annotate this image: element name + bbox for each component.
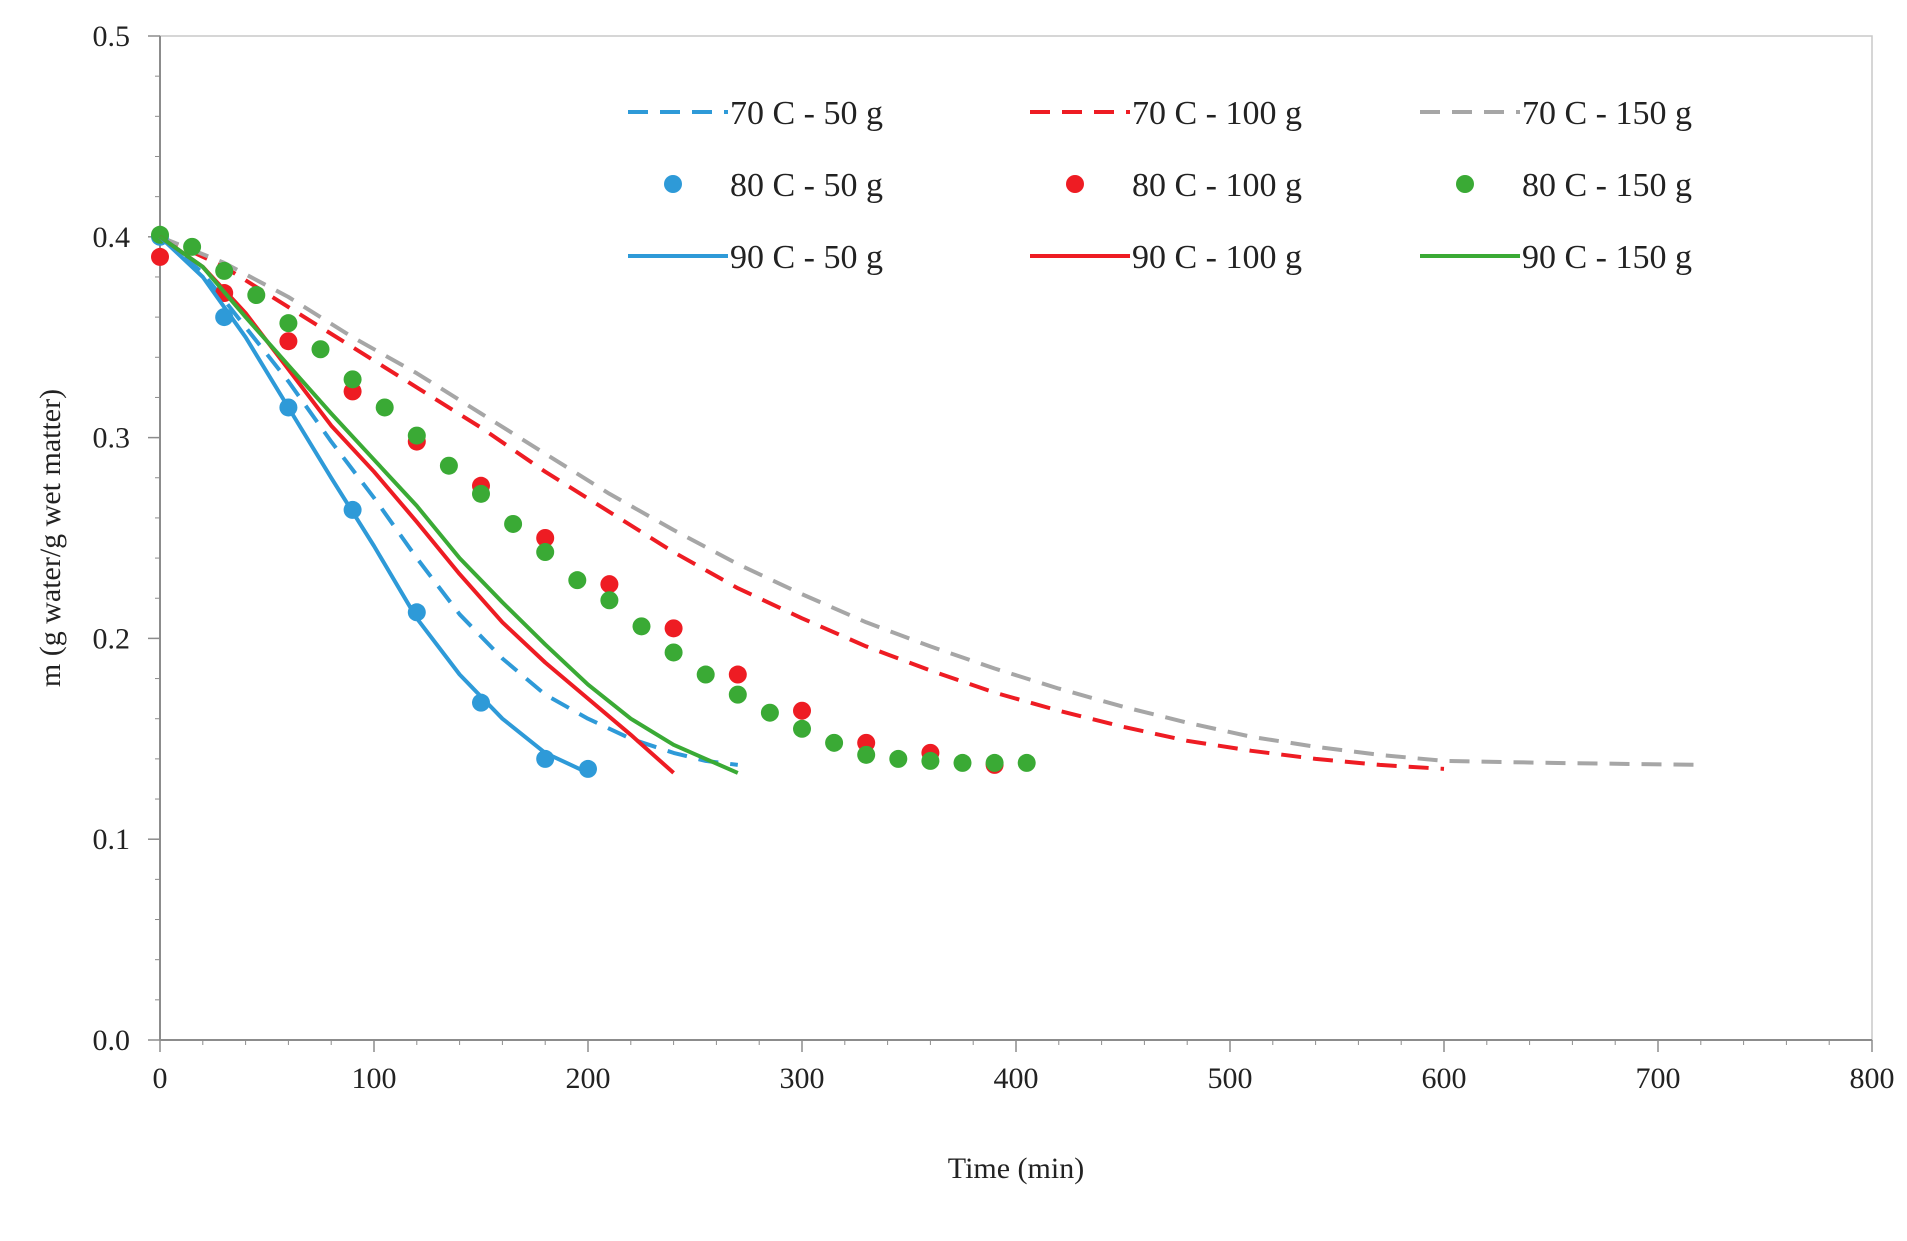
legend-label: 80 C - 100 g (1132, 167, 1302, 204)
data-point-s80-150 (311, 340, 330, 359)
legend-marker (664, 175, 682, 193)
series-s90-100 (158, 235, 675, 775)
data-point-s80-100 (728, 665, 747, 684)
data-point-s80-150 (760, 703, 779, 722)
series-s80-100 (151, 247, 1004, 774)
series-s80-50 (151, 227, 597, 778)
x-tick-label: 800 (1850, 1062, 1895, 1095)
x-tick-label: 300 (780, 1062, 825, 1095)
legend-item-s80-50: 80 C - 50 g (664, 167, 883, 204)
y-tick-label: 0.1 (93, 823, 131, 856)
series-s70-150 (159, 234, 1701, 767)
series-s90-50 (158, 235, 589, 775)
legend-label: 70 C - 100 g (1132, 95, 1302, 132)
legend-label: 80 C - 150 g (1522, 167, 1692, 204)
data-point-s80-150 (825, 733, 844, 752)
series-s70-100 (159, 234, 1445, 771)
data-point-s80-150 (343, 370, 362, 389)
data-point-s80-150 (375, 398, 394, 417)
legend-item-s90-150: 90 C - 150 g (1420, 239, 1692, 276)
x-axis-title: Time (min) (948, 1152, 1084, 1185)
data-point-s80-50 (579, 759, 597, 778)
data-point-s80-150 (247, 286, 266, 305)
legend-marker (1456, 175, 1474, 193)
y-tick-label: 0.0 (93, 1024, 131, 1057)
series-line-s90-50 (158, 235, 589, 775)
data-point-s80-150 (728, 685, 747, 704)
data-point-s80-150 (921, 751, 940, 770)
legend-item-s80-100: 80 C - 100 g (1066, 167, 1302, 204)
data-point-s80-100 (279, 332, 298, 351)
axes: 0.0 0.1 0.2 0.3 0.4 0.5 0 100 200 300 400 500 600 700… (34, 20, 1895, 1185)
data-point-s80-150 (407, 426, 426, 445)
data-point-s80-100 (600, 575, 619, 594)
series-s80-150 (151, 225, 1036, 772)
data-point-s80-150 (439, 456, 458, 475)
legend-item-s80-150: 80 C - 150 g (1456, 167, 1692, 204)
data-point-s80-150 (857, 745, 876, 764)
data-point-s80-150 (504, 514, 523, 533)
data-point-s80-150 (793, 719, 811, 738)
data-point-s80-100 (536, 529, 555, 547)
data-point-s80-150 (632, 617, 651, 636)
data-point-s80-150 (1017, 753, 1036, 772)
data-point-s80-100 (664, 619, 683, 638)
x-tick-label: 200 (566, 1062, 611, 1095)
legend-marker (1066, 175, 1084, 193)
legend-label: 90 C - 50 g (730, 239, 883, 276)
legend-label: 70 C - 50 g (730, 95, 883, 132)
series-s70-50 (158, 235, 739, 767)
data-point-s80-150 (600, 591, 619, 610)
x-tick-label: 0 (153, 1062, 168, 1095)
x-tick-label: 100 (352, 1062, 397, 1095)
series-s90-150 (158, 235, 739, 775)
data-point-s80-150 (985, 753, 1004, 772)
y-tick-label: 0.5 (93, 20, 131, 53)
y-tick-label: 0.2 (93, 622, 131, 655)
series-line-s90-100 (158, 235, 675, 775)
legend-item-s70-50: 70 C - 50 g (628, 95, 883, 132)
legend-item-s90-100: 90 C - 100 g (1030, 239, 1302, 276)
series-line-s70-100 (159, 234, 1445, 771)
data-point-s80-100 (793, 701, 811, 720)
legend-label: 90 C - 150 g (1522, 239, 1692, 276)
legend-item-s90-50: 90 C - 50 g (628, 239, 883, 276)
data-point-s80-150 (568, 571, 587, 590)
data-point-s80-150 (953, 753, 972, 772)
x-tick-label: 600 (1422, 1062, 1467, 1095)
legend-item-s70-150: 70 C - 150 g (1420, 95, 1692, 132)
y-tick-label: 0.3 (93, 422, 131, 455)
data-point-s80-150 (889, 749, 908, 768)
x-tick-label: 400 (994, 1062, 1039, 1095)
y-tick-label: 0.4 (93, 221, 131, 254)
data-point-s80-150 (215, 261, 234, 280)
data-point-s80-150 (536, 543, 555, 562)
data-point-s80-50 (472, 693, 490, 712)
data-point-s80-150 (183, 237, 202, 256)
x-tick-label: 500 (1208, 1062, 1253, 1095)
y-axis-title: m (g water/g wet matter) (34, 389, 67, 687)
series-line-s70-150 (159, 234, 1701, 767)
legend-label: 70 C - 150 g (1522, 95, 1692, 132)
legend-label: 80 C - 50 g (730, 167, 883, 204)
series-group (151, 225, 1701, 778)
data-point-s80-150 (696, 665, 715, 684)
legend: 70 C - 50 g 70 C - 100 g 70 C - 150 g 80 C … (628, 95, 1692, 276)
data-point-s80-150 (664, 643, 683, 662)
series-line-s90-150 (158, 235, 739, 775)
legend-item-s70-100: 70 C - 100 g (1030, 95, 1302, 132)
data-point-s80-100 (151, 247, 169, 266)
legend-label: 90 C - 100 g (1132, 239, 1302, 276)
series-line-s70-50 (158, 235, 739, 767)
data-point-s80-150 (472, 484, 490, 503)
data-point-s80-150 (279, 314, 298, 333)
x-tick-label: 700 (1636, 1062, 1681, 1095)
